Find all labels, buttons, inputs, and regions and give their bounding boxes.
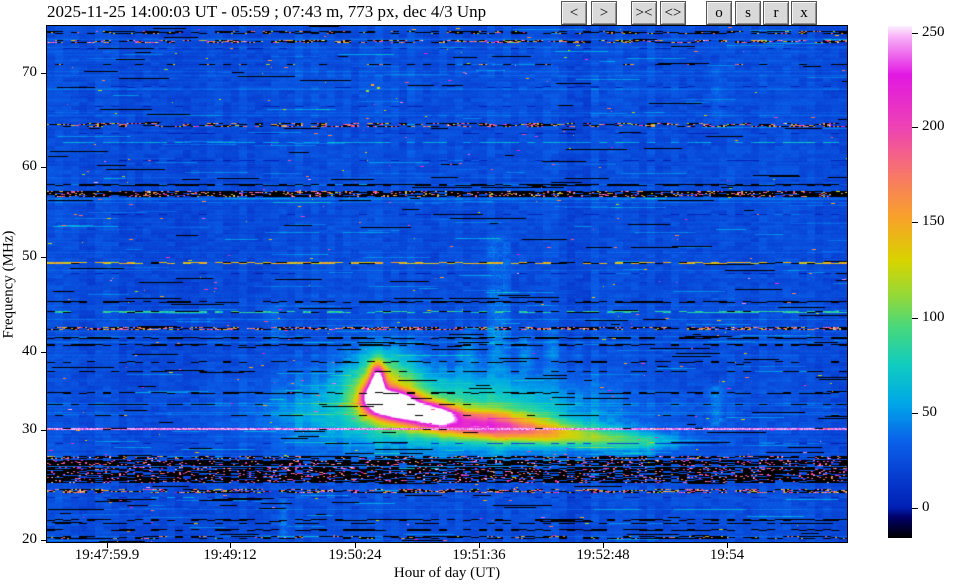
x-tick-label: 19:49:12 bbox=[203, 547, 257, 563]
x-tick-label: 19:47:59.9 bbox=[74, 547, 140, 563]
y-tick-label: 60 bbox=[22, 158, 37, 174]
x-tick bbox=[603, 542, 604, 548]
nav-prev-button[interactable]: < bbox=[561, 1, 587, 25]
y-tick-label: 40 bbox=[22, 343, 37, 359]
x-tick-label: 19:51:36 bbox=[452, 547, 506, 563]
colorbar-tick-label: 0 bbox=[922, 499, 930, 515]
colorbar-tick bbox=[912, 413, 918, 414]
colorbar-tick bbox=[912, 33, 918, 34]
x-tick-label: 19:52:48 bbox=[576, 547, 630, 563]
plot-frame bbox=[46, 25, 848, 543]
colorbar-tick bbox=[912, 222, 918, 223]
compress-time-button[interactable]: >< bbox=[631, 1, 657, 25]
overview-button[interactable]: o bbox=[706, 1, 732, 25]
save-button[interactable]: s bbox=[735, 1, 761, 25]
reload-button[interactable]: r bbox=[763, 1, 789, 25]
x-tick bbox=[230, 542, 231, 548]
colorbar-tick bbox=[912, 508, 918, 509]
y-tick bbox=[41, 352, 47, 353]
observation-title: 2025-11-25 14:00:03 UT - 05:59 ; 07:43 m… bbox=[47, 2, 487, 21]
y-tick-label: 70 bbox=[22, 64, 37, 80]
expand-time-button[interactable]: <> bbox=[660, 1, 686, 25]
colorbar-tick-label: 150 bbox=[922, 213, 945, 229]
x-tick bbox=[355, 542, 356, 548]
nav-next-button[interactable]: > bbox=[591, 1, 617, 25]
colorbar bbox=[888, 26, 912, 538]
x-tick-label: 19:50:24 bbox=[328, 547, 382, 563]
x-tick bbox=[727, 542, 728, 548]
x-tick bbox=[107, 542, 108, 548]
toolbar: < > >< <> o s r x bbox=[0, 0, 953, 26]
colorbar-tick bbox=[912, 318, 918, 319]
y-tick bbox=[41, 430, 47, 431]
y-tick-label: 30 bbox=[22, 421, 37, 437]
y-tick bbox=[41, 73, 47, 74]
x-axis-label: Hour of day (UT) bbox=[393, 565, 501, 581]
close-button[interactable]: x bbox=[791, 1, 817, 25]
colorbar-tick-label: 50 bbox=[922, 404, 937, 420]
colorbar-tick-label: 250 bbox=[922, 24, 945, 40]
y-tick-label: 20 bbox=[22, 531, 37, 547]
spectrogram-canvas[interactable] bbox=[47, 26, 847, 542]
colorbar-tick-label: 100 bbox=[922, 309, 945, 325]
colorbar-tick bbox=[912, 127, 918, 128]
y-tick bbox=[41, 540, 47, 541]
x-tick-label: 19:54 bbox=[709, 547, 745, 563]
x-tick bbox=[479, 542, 480, 548]
y-tick bbox=[41, 257, 47, 258]
colorbar-tick-label: 200 bbox=[922, 118, 945, 134]
y-axis-label: Frequency (MHz) bbox=[0, 230, 17, 339]
y-tick-label: 50 bbox=[22, 248, 37, 264]
y-tick bbox=[41, 167, 47, 168]
